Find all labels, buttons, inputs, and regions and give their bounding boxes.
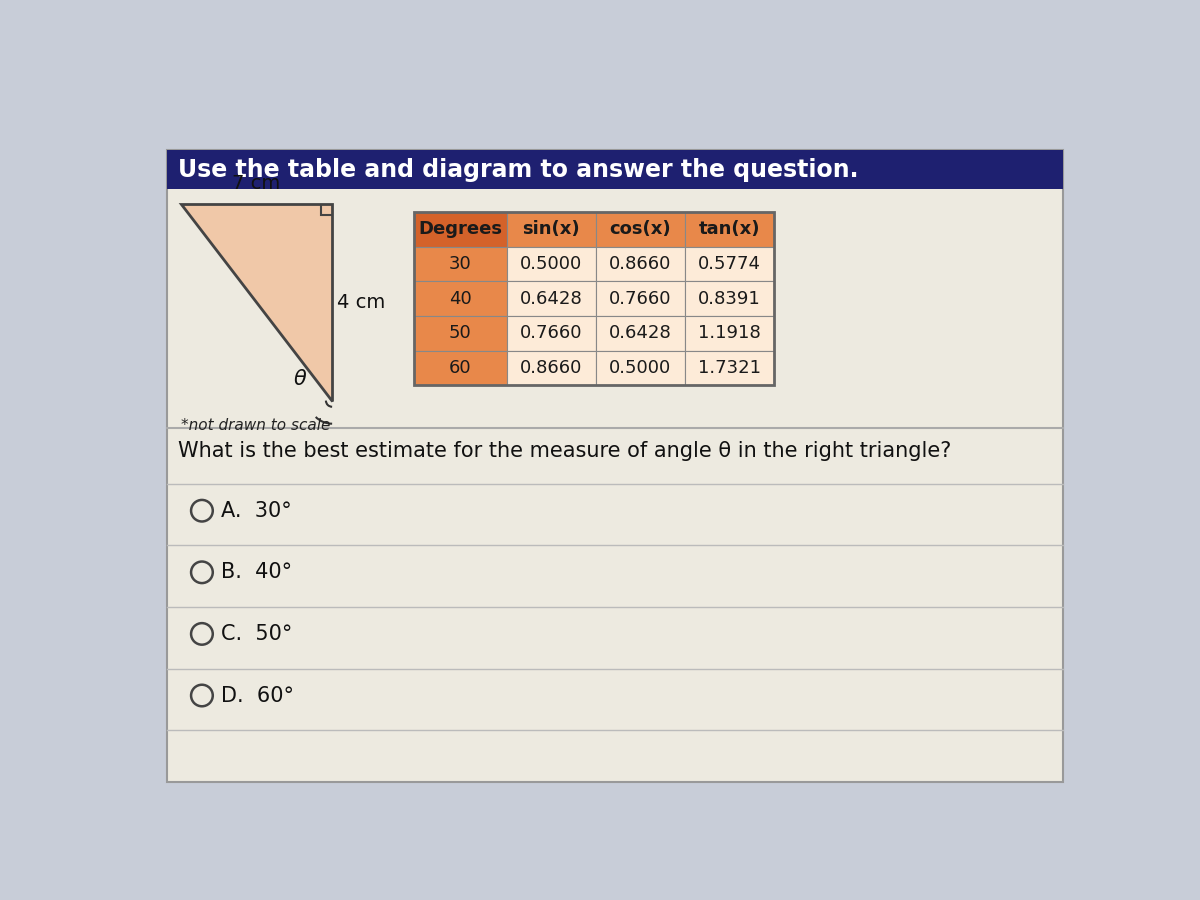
Text: 7 cm: 7 cm: [233, 175, 281, 194]
Text: 0.6428: 0.6428: [608, 324, 672, 342]
FancyBboxPatch shape: [506, 212, 595, 247]
FancyBboxPatch shape: [595, 212, 685, 247]
FancyBboxPatch shape: [595, 350, 685, 385]
FancyBboxPatch shape: [414, 281, 506, 316]
Text: tan(x): tan(x): [698, 220, 760, 238]
Text: Degrees: Degrees: [418, 220, 502, 238]
FancyBboxPatch shape: [685, 281, 774, 316]
Text: 0.8660: 0.8660: [610, 255, 671, 273]
Text: 60: 60: [449, 359, 472, 377]
Text: 40: 40: [449, 290, 472, 308]
FancyBboxPatch shape: [167, 150, 1063, 189]
Text: 1.7321: 1.7321: [698, 359, 761, 377]
FancyBboxPatch shape: [506, 316, 595, 350]
FancyBboxPatch shape: [685, 316, 774, 350]
Text: 0.5000: 0.5000: [610, 359, 671, 377]
FancyBboxPatch shape: [167, 150, 1063, 782]
FancyBboxPatch shape: [595, 316, 685, 350]
Text: B.  40°: B. 40°: [221, 562, 293, 582]
Polygon shape: [181, 204, 332, 400]
Text: 0.8660: 0.8660: [520, 359, 582, 377]
FancyBboxPatch shape: [414, 212, 506, 247]
Text: 0.7660: 0.7660: [608, 290, 672, 308]
FancyBboxPatch shape: [506, 350, 595, 385]
Text: 0.5774: 0.5774: [698, 255, 761, 273]
FancyBboxPatch shape: [414, 316, 506, 350]
Text: D.  60°: D. 60°: [221, 686, 294, 706]
Text: C.  50°: C. 50°: [221, 624, 293, 644]
FancyBboxPatch shape: [595, 247, 685, 281]
Text: sin(x): sin(x): [522, 220, 580, 238]
Text: 50: 50: [449, 324, 472, 342]
Text: 0.7660: 0.7660: [520, 324, 582, 342]
Text: Use the table and diagram to answer the question.: Use the table and diagram to answer the …: [178, 158, 858, 182]
FancyBboxPatch shape: [595, 281, 685, 316]
Text: What is the best estimate for the measure of angle θ in the right triangle?: What is the best estimate for the measur…: [178, 441, 952, 462]
FancyBboxPatch shape: [506, 247, 595, 281]
Text: 0.6428: 0.6428: [520, 290, 582, 308]
FancyBboxPatch shape: [685, 212, 774, 247]
Text: A.  30°: A. 30°: [221, 500, 292, 521]
Text: 1.1918: 1.1918: [698, 324, 761, 342]
FancyBboxPatch shape: [506, 281, 595, 316]
Text: 0.5000: 0.5000: [520, 255, 582, 273]
Text: 4 cm: 4 cm: [337, 292, 385, 312]
Text: θ: θ: [293, 369, 306, 389]
Text: *not drawn to scale: *not drawn to scale: [181, 418, 330, 433]
FancyBboxPatch shape: [685, 350, 774, 385]
Text: cos(x): cos(x): [610, 220, 671, 238]
FancyBboxPatch shape: [414, 247, 506, 281]
Text: 0.8391: 0.8391: [698, 290, 761, 308]
FancyBboxPatch shape: [685, 247, 774, 281]
Text: 30: 30: [449, 255, 472, 273]
FancyBboxPatch shape: [414, 350, 506, 385]
